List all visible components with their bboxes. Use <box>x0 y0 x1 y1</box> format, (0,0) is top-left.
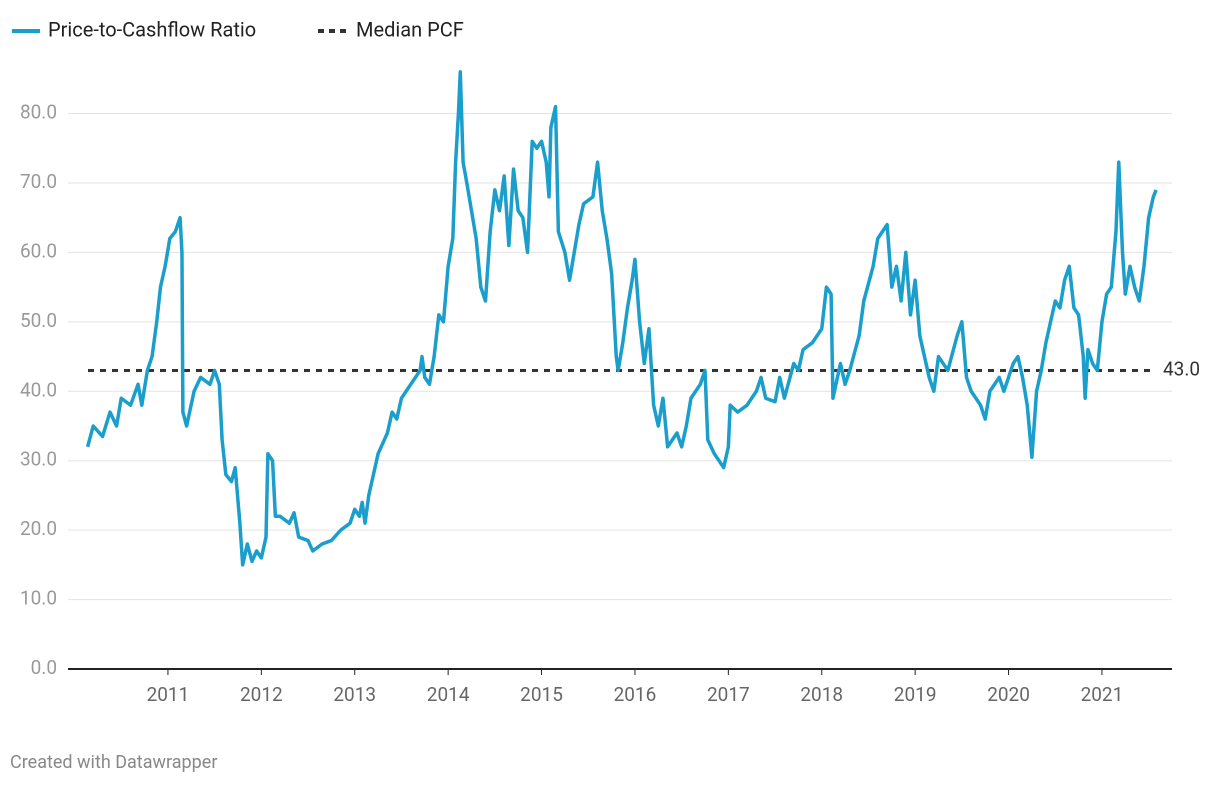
y-tick-label: 10.0 <box>20 587 57 610</box>
data-line <box>85 70 1158 567</box>
y-tick-label: 20.0 <box>20 517 57 540</box>
x-tick-label: 2015 <box>520 683 563 706</box>
x-tick-label: 2018 <box>800 683 843 706</box>
y-tick-label: 40.0 <box>20 378 57 401</box>
x-tick-label: 2020 <box>987 683 1030 706</box>
legend-label: Median PCF <box>356 17 464 41</box>
legend-label: Price-to-Cashflow Ratio <box>48 17 256 41</box>
source: Created with Datawrapper <box>10 752 217 773</box>
y-tick-label: 0.0 <box>31 656 57 679</box>
y-tick-label: 60.0 <box>20 239 57 262</box>
x-tick-label: 2016 <box>614 683 657 706</box>
y-tick-label: 50.0 <box>20 309 57 332</box>
y-tick-label: 70.0 <box>20 170 57 193</box>
median-label: 43.0 <box>1163 357 1200 380</box>
y-tick-label: 80.0 <box>20 101 57 124</box>
x-tick-label: 2014 <box>427 683 470 706</box>
x-tick-label: 2011 <box>147 683 190 706</box>
x-tick-label: 2012 <box>240 683 283 706</box>
x-tick-label: 2019 <box>894 683 937 706</box>
x-tick-label: 2013 <box>333 683 376 706</box>
x-tick-label: 2021 <box>1081 683 1124 706</box>
y-tick-label: 30.0 <box>20 448 57 471</box>
x-tick-label: 2017 <box>707 683 750 706</box>
